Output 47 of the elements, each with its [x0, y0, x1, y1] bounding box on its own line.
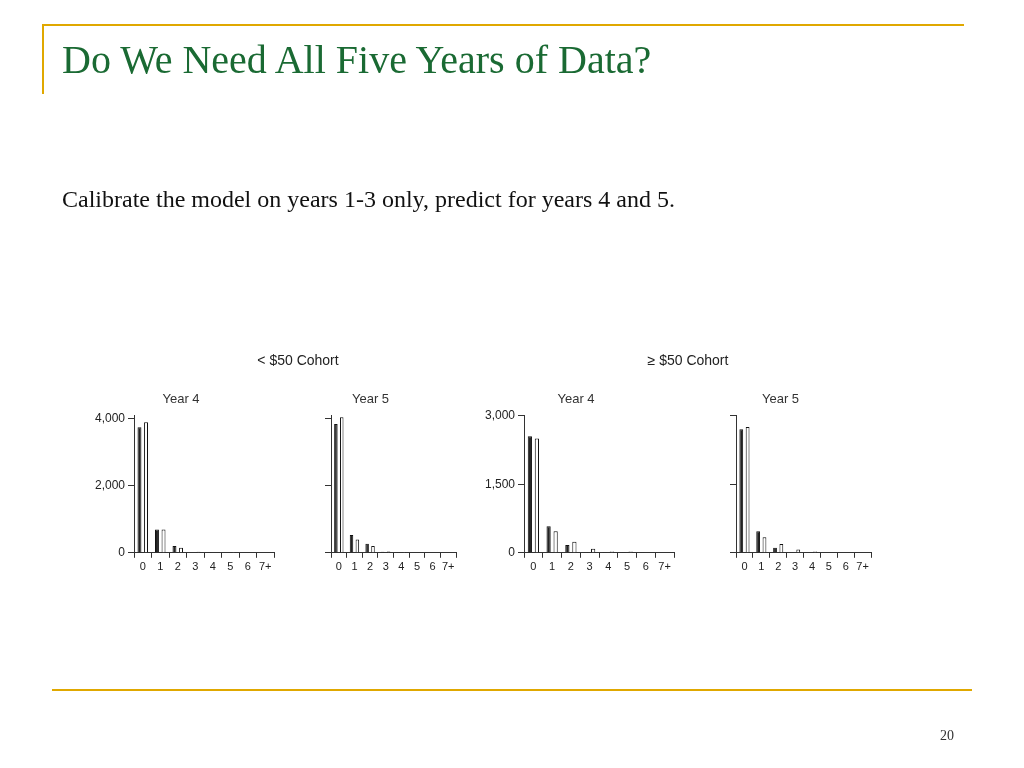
y-tick-label: 4,000	[94, 411, 126, 426]
x-tick-label: 3	[382, 560, 389, 573]
x-tick-label: 3	[192, 560, 199, 573]
x-tick-label: 7+	[258, 560, 272, 573]
chart-title: Year 5	[761, 391, 800, 407]
x-tick-label: 1	[549, 560, 556, 573]
y-tick-label: 0	[118, 545, 126, 560]
x-tick-label: 2	[775, 560, 782, 573]
x-tick-label: 6	[429, 560, 436, 573]
x-tick-label: 0	[139, 560, 146, 573]
chart-title: Year 4	[162, 391, 200, 407]
x-tick-label: 4	[808, 560, 815, 573]
x-tick-label: 0	[530, 560, 537, 573]
x-tick-label: 5	[825, 560, 832, 573]
x-tick-label: 3	[586, 560, 593, 573]
chart-subtitle: ≥ $50 Cohort	[646, 352, 730, 368]
text: Calibrate the model on years 1-3 only, predict for years 4 and 5.	[62, 186, 675, 213]
chart-subtitle: < $50 Cohort	[256, 352, 340, 368]
chart-title: Year 4	[557, 391, 595, 407]
x-tick-label: 2	[367, 560, 374, 573]
text: Do We Need All Five Years of Data?	[62, 36, 652, 83]
x-tick-label: 4	[398, 560, 405, 573]
x-tick-label: 7+	[658, 560, 671, 573]
y-tick-label: 0	[508, 545, 516, 560]
y-tick-label: 1,500	[484, 476, 516, 491]
x-tick-label: 1	[157, 560, 164, 573]
y-tick-label: 3,000	[484, 407, 516, 422]
x-tick-label: 4	[605, 560, 612, 573]
x-tick-label: 5	[413, 560, 420, 573]
x-tick-label: 4	[209, 560, 216, 573]
x-tick-label: 5	[624, 560, 631, 573]
text: 20	[940, 728, 954, 744]
chart-title: Year 5	[351, 391, 390, 407]
x-tick-label: 6	[642, 560, 649, 573]
x-tick-label: 0	[741, 560, 748, 573]
x-tick-label: 5	[227, 560, 234, 573]
x-tick-label: 0	[335, 560, 342, 573]
x-tick-label: 1	[758, 560, 765, 573]
x-tick-label: 3	[792, 560, 799, 573]
x-tick-label: 6	[842, 560, 849, 573]
x-tick-label: 6	[244, 560, 251, 573]
x-tick-label: 2	[567, 560, 574, 573]
y-tick-label: 2,000	[94, 478, 126, 493]
x-tick-label: 7+	[856, 560, 869, 573]
x-tick-label: 1	[351, 560, 358, 573]
x-tick-label: 2	[174, 560, 181, 573]
x-tick-label: 7+	[441, 560, 455, 573]
